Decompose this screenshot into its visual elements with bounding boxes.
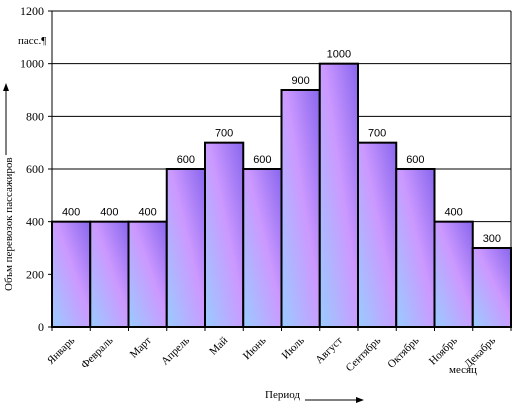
bar [89,220,130,329]
x-tick-label: Январь [45,335,77,367]
y-tick-label: 800 [26,109,44,123]
x-axis-arrow [305,397,364,403]
month-label: месяц [449,364,477,376]
y-tick-label: 400 [26,215,44,229]
data-label: 400 [62,207,80,219]
y-tick-label: 1000 [20,57,44,71]
bar [165,168,206,328]
x-tick-label: Март [128,335,154,361]
x-tick-label: Ноябрь [427,335,460,368]
x-tick-label: Июль [280,335,307,362]
data-label: 400 [100,207,118,219]
y-tick-label: 0 [38,320,44,334]
x-tick-label: Июнь [241,335,269,363]
x-axis-title: Период [265,389,300,401]
y-tick-label: 200 [26,267,44,281]
y-tick-label: 1200 [20,4,44,18]
data-label: 600 [177,154,195,166]
bar [471,247,512,328]
x-tick-label: Апрель [159,335,192,368]
x-tick-label: Февраль [79,335,116,372]
data-label: 1000 [327,49,351,61]
bar [357,141,398,328]
bar [51,220,92,329]
bar [242,168,283,328]
data-label: 400 [138,207,156,219]
y-axis-arrow [3,83,9,155]
data-label: 400 [444,207,462,219]
y-tick-label: 600 [26,162,44,176]
bars [51,62,512,329]
x-tick-label: Август [313,335,345,367]
data-label: 600 [406,154,424,166]
y-axis-title: Объм перевозок пассажиров [3,157,15,291]
bar [204,141,245,328]
data-label: 700 [368,128,386,140]
x-tick-label: Сентябрь [344,335,384,375]
data-label: 900 [291,75,309,87]
data-label: 700 [215,128,233,140]
axes [48,10,512,331]
bar [280,89,321,328]
x-tick-label: Май [207,335,230,358]
data-label: 600 [253,154,271,166]
data-label: 300 [483,233,501,245]
bar [318,62,359,329]
x-tick-label: Октябрь [385,335,421,371]
unit-label: пасс.¶ [18,35,46,47]
bar [127,220,168,329]
bar [395,168,436,328]
bar [433,220,474,329]
